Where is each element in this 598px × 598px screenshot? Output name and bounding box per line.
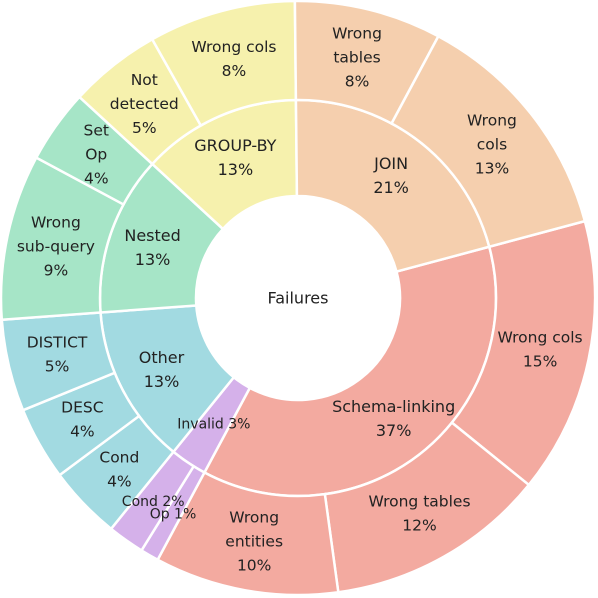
- inner-label-nested-line: 13%: [135, 250, 171, 269]
- outer-label-group-by-wrong-cols-line: 8%: [222, 62, 247, 80]
- outer-label-group-by-not-detected-line: detected: [110, 95, 179, 113]
- inner-label-group-by-line: GROUP-BY: [194, 136, 276, 155]
- outer-label-nested-set-op-line: Op: [85, 146, 107, 164]
- outer-label-join-wrong-tables-line: 8%: [345, 73, 370, 91]
- outer-label-join-wrong-tables-line: tables: [333, 49, 380, 67]
- outer-label-other-desc-line: 4%: [70, 422, 95, 440]
- outer-label-nested-wrong-sub-query-line: 9%: [44, 262, 69, 280]
- center-label: Failures: [268, 289, 329, 308]
- outer-label-group-by-wrong-cols-line: Wrong cols: [191, 38, 276, 56]
- segment-labels: Schema-linking 37% Invalid 3% Other 13% Neste…: [17, 25, 583, 575]
- outer-label-schema-linking-wrong-entities-line: entities: [225, 533, 283, 551]
- outer-label-group-by-not-detected-line: Not: [131, 71, 158, 89]
- outer-label-schema-linking-wrong-cols-line: Wrong cols: [498, 328, 583, 346]
- outer-label-schema-linking-wrong-entities-line: 10%: [237, 557, 271, 575]
- outer-label-group-by-not-detected-line: 5%: [132, 119, 157, 137]
- outer-label-other-distict-line: 5%: [45, 358, 70, 376]
- outer-label-schema-linking-wrong-cols-line: 15%: [523, 352, 557, 370]
- outer-segment-join-wrong-cols: [389, 34, 587, 249]
- inner-label-schema-linking-line: Schema-linking: [332, 397, 455, 416]
- outer-label-join-wrong-cols-line: 13%: [475, 159, 509, 177]
- inner-label-join-line: 21%: [373, 178, 409, 197]
- outer-label-invalid-op-line: Op 1%: [150, 507, 197, 523]
- inner-label-other-line: 13%: [144, 372, 180, 391]
- outer-label-schema-linking-wrong-tables-line: Wrong tables: [368, 493, 470, 511]
- outer-label-join-wrong-cols-line: Wrong: [467, 111, 517, 129]
- outer-label-nested-set-op-line: Set: [84, 122, 109, 140]
- inner-label-join-line: JOIN: [373, 154, 408, 173]
- outer-label-nested-set-op-line: 4%: [84, 170, 109, 188]
- outer-label-nested-wrong-sub-query-line: Wrong: [31, 214, 81, 232]
- outer-label-invalid-cond-line: Cond 2%: [122, 494, 185, 510]
- outer-label-other-distict-line: DISTICT: [27, 334, 88, 352]
- outer-label-other-cond-line: 4%: [107, 472, 132, 490]
- outer-label-join-wrong-cols-line: cols: [477, 135, 507, 153]
- inner-label-group-by-line: 13%: [218, 160, 254, 179]
- outer-label-schema-linking-wrong-entities-line: Wrong: [229, 509, 279, 527]
- outer-label-join-wrong-tables-line: Wrong: [332, 25, 382, 43]
- inner-label-other-line: Other: [139, 348, 185, 367]
- center-hole: [196, 196, 400, 400]
- inner-label-invalid-line: Invalid 3%: [177, 417, 250, 433]
- outer-label-nested-wrong-sub-query-line: sub-query: [17, 238, 95, 256]
- inner-label-schema-linking-line: 37%: [376, 421, 412, 440]
- outer-label-schema-linking-wrong-tables-line: 12%: [402, 517, 436, 535]
- outer-label-other-desc-line: DESC: [61, 398, 103, 416]
- inner-label-nested-line: Nested: [124, 226, 180, 245]
- outer-label-other-cond-line: Cond: [99, 448, 139, 466]
